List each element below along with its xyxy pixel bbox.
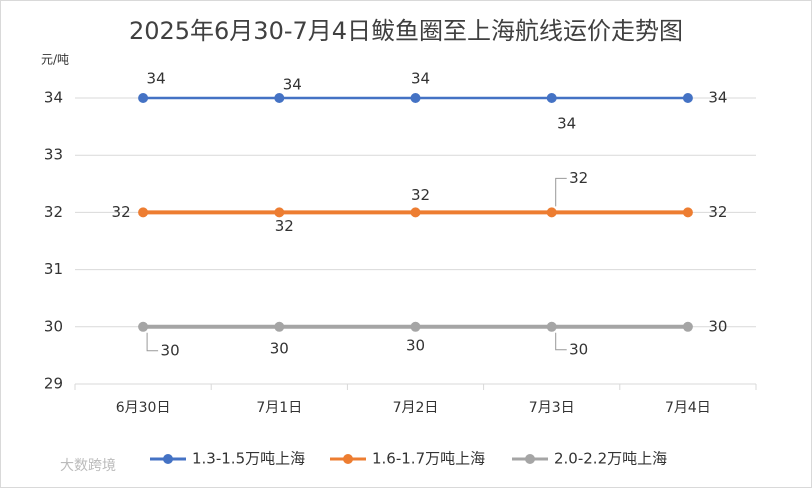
legend-marker: [343, 454, 353, 464]
data-label: 30: [708, 317, 727, 335]
legend-label: 1.6-1.7万吨上海: [372, 450, 485, 468]
y-tick-label: 31: [44, 260, 63, 278]
y-tick-label: 34: [44, 89, 63, 107]
point: [274, 321, 285, 332]
y-tick-label: 30: [44, 317, 63, 335]
data-label: 30: [406, 336, 425, 354]
point: [546, 207, 557, 218]
x-tick-label: 7月3日: [529, 400, 575, 416]
point: [682, 321, 693, 332]
legend-marker: [163, 454, 173, 464]
legend-label: 1.3-1.5万吨上海: [192, 450, 305, 468]
data-label: 30: [270, 339, 289, 357]
data-label: 30: [569, 340, 588, 358]
data-label: 32: [112, 203, 131, 221]
y-tick-label: 33: [44, 146, 63, 164]
leader-line: [555, 332, 567, 351]
data-label: 32: [708, 203, 727, 221]
data-label: 34: [708, 89, 727, 107]
data-label: 32: [569, 169, 588, 187]
point: [274, 207, 285, 218]
legend-marker: [525, 454, 535, 464]
point: [410, 207, 421, 218]
point: [546, 321, 557, 332]
data-label: 34: [411, 70, 430, 88]
data-label: 32: [275, 217, 294, 235]
data-label: 32: [411, 186, 430, 204]
point: [410, 93, 421, 103]
x-tick-label: 7月4日: [665, 400, 711, 416]
y-tick-label: 29: [44, 375, 63, 393]
point: [138, 321, 149, 332]
point: [410, 321, 421, 332]
point: [138, 207, 149, 218]
data-label: 30: [161, 341, 180, 359]
data-label: 34: [557, 115, 576, 133]
x-tick-label: 7月1日: [256, 400, 302, 416]
data-label: 34: [283, 76, 302, 94]
chart-title: 2025年6月30-7月4日鲅鱼圈至上海航线运价走势图: [129, 17, 683, 45]
watermark: 大数跨境: [60, 458, 116, 474]
data-label: 34: [147, 70, 166, 88]
x-tick-label: 6月30日: [116, 400, 171, 416]
leader-line: [146, 332, 159, 352]
y-axis-label: 元/吨: [41, 53, 69, 67]
point: [546, 93, 557, 103]
legend-label: 2.0-2.2万吨上海: [554, 450, 667, 468]
leader-line: [555, 177, 567, 207]
point: [682, 93, 693, 103]
x-tick-label: 7月2日: [393, 400, 439, 416]
y-tick-label: 32: [44, 203, 63, 221]
point: [138, 93, 149, 103]
point: [682, 207, 693, 218]
point: [274, 93, 285, 103]
